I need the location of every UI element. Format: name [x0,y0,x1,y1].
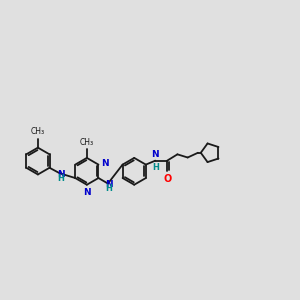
Text: CH₃: CH₃ [80,137,94,146]
Text: H: H [152,164,159,172]
Text: H: H [105,184,112,193]
Text: N: N [152,150,159,159]
Text: H: H [57,174,64,183]
Text: N: N [83,188,91,196]
Text: N: N [101,159,109,168]
Text: N: N [57,170,64,179]
Text: N: N [105,180,112,189]
Text: O: O [163,174,171,184]
Text: CH₃: CH₃ [31,127,45,136]
